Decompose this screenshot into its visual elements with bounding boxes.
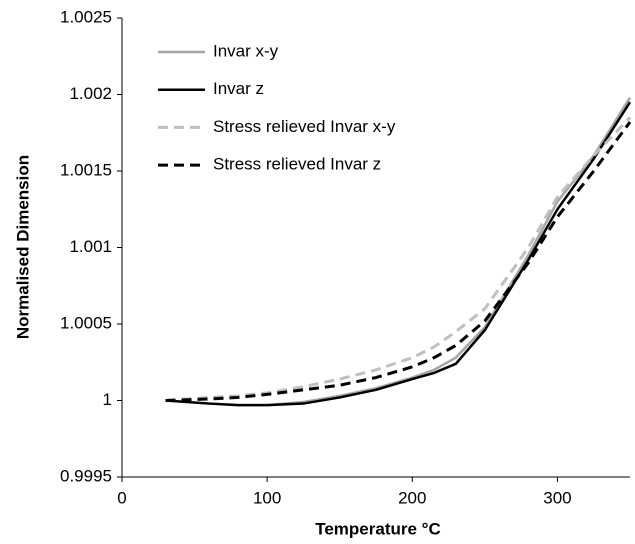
y-tick-label: 1.002 <box>69 84 112 103</box>
legend-label: Invar z <box>213 79 264 98</box>
series-line <box>165 116 632 402</box>
x-tick-label: 100 <box>253 488 281 507</box>
y-tick-label: 1.0025 <box>60 7 112 26</box>
legend-label: Stress relieved Invar z <box>213 155 381 174</box>
y-tick-label: 1.001 <box>69 237 112 256</box>
x-axis-label: Temperature °C <box>315 519 441 538</box>
legend-label: Invar x-y <box>213 41 279 60</box>
y-tick-label: 1.0005 <box>60 313 112 332</box>
y-tick-label: 1.0015 <box>60 160 112 179</box>
y-tick-label: 1 <box>103 390 112 409</box>
x-tick-label: 0 <box>117 488 126 507</box>
y-axis-label: Normalised Dimension <box>13 155 32 339</box>
x-tick-label: 200 <box>398 488 426 507</box>
x-tick-label: 300 <box>543 488 571 507</box>
y-tick-label: 0.9995 <box>60 466 112 485</box>
series-line <box>165 101 632 407</box>
series-line <box>165 96 632 407</box>
series-line <box>165 121 632 402</box>
legend-label: Stress relieved Invar x-y <box>213 117 396 136</box>
